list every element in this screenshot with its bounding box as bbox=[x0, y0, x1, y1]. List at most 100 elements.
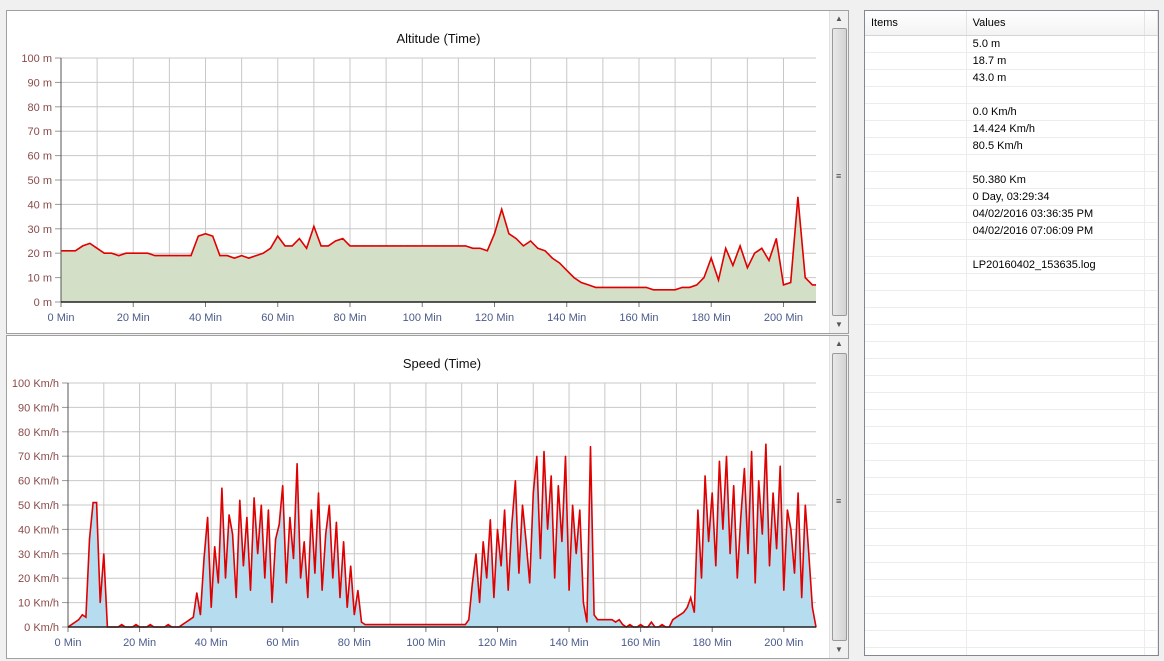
table-row[interactable]: 04/02/2016 07:06:09 PM bbox=[865, 223, 1158, 240]
table-row[interactable] bbox=[865, 342, 1158, 359]
data-point bbox=[468, 619, 470, 621]
table-row[interactable] bbox=[865, 631, 1158, 648]
table-row[interactable] bbox=[865, 376, 1158, 393]
item-cell bbox=[865, 189, 967, 205]
table-row[interactable] bbox=[865, 410, 1158, 427]
data-point bbox=[631, 286, 633, 288]
scroll-thumb[interactable]: ≡ bbox=[832, 28, 847, 316]
table-row[interactable]: 43.0 m bbox=[865, 70, 1158, 87]
data-point bbox=[551, 257, 553, 259]
data-point bbox=[518, 572, 520, 574]
x-tick-label: 200 Min bbox=[764, 312, 803, 324]
data-point bbox=[432, 623, 434, 626]
item-cell bbox=[865, 648, 967, 655]
data-point bbox=[529, 582, 531, 584]
chevron-up-icon[interactable]: ▲ bbox=[835, 339, 843, 348]
table-row[interactable] bbox=[865, 495, 1158, 512]
item-cell bbox=[865, 70, 967, 86]
table-row[interactable] bbox=[865, 478, 1158, 495]
table-row[interactable]: 04/02/2016 03:36:35 PM bbox=[865, 206, 1158, 223]
table-row[interactable] bbox=[865, 563, 1158, 580]
data-point bbox=[645, 286, 647, 288]
y-tick-label: 100 m bbox=[21, 53, 52, 65]
chevron-down-icon[interactable]: ▼ bbox=[835, 645, 843, 654]
table-row[interactable] bbox=[865, 614, 1158, 631]
table-row[interactable] bbox=[865, 648, 1158, 655]
data-point bbox=[181, 623, 184, 626]
table-row[interactable] bbox=[865, 461, 1158, 478]
data-point bbox=[725, 247, 727, 249]
table-row[interactable] bbox=[865, 291, 1158, 308]
table-row[interactable] bbox=[865, 444, 1158, 461]
data-point bbox=[572, 504, 574, 506]
extra-cell bbox=[1145, 53, 1158, 69]
data-point bbox=[199, 614, 202, 616]
data-point bbox=[175, 255, 178, 257]
y-tick-label: 50 Km/h bbox=[18, 500, 59, 512]
table-row[interactable] bbox=[865, 274, 1158, 291]
item-cell bbox=[865, 495, 967, 511]
data-point bbox=[508, 233, 510, 235]
table-row[interactable]: 50.380 Km bbox=[865, 172, 1158, 189]
table-row[interactable]: 5.0 m bbox=[865, 36, 1158, 53]
table-row[interactable] bbox=[865, 597, 1158, 614]
table-row[interactable]: 18.7 m bbox=[865, 53, 1158, 70]
data-point bbox=[99, 602, 101, 604]
data-point bbox=[722, 528, 724, 530]
value-cell: LP20160402_153635.log bbox=[967, 257, 1145, 273]
table-row[interactable] bbox=[865, 240, 1158, 257]
speed-scrollbar[interactable]: ▲ ≡ ▼ bbox=[829, 336, 848, 658]
value-cell bbox=[967, 529, 1145, 545]
table-row[interactable] bbox=[865, 512, 1158, 529]
data-point bbox=[696, 284, 698, 286]
data-point bbox=[92, 501, 94, 504]
table-row[interactable] bbox=[865, 308, 1158, 325]
data-point bbox=[382, 623, 384, 626]
data-point bbox=[320, 245, 322, 247]
data-point bbox=[536, 455, 538, 457]
table-row[interactable] bbox=[865, 546, 1158, 563]
extra-cell bbox=[1145, 597, 1158, 613]
chevron-up-icon[interactable]: ▲ bbox=[835, 14, 843, 23]
data-point bbox=[811, 606, 814, 609]
table-row[interactable] bbox=[865, 155, 1158, 172]
column-header-items[interactable]: Items bbox=[865, 11, 967, 35]
data-point bbox=[364, 623, 366, 626]
scroll-grip-icon: ≡ bbox=[836, 496, 842, 506]
table-row[interactable]: 14.424 Km/h bbox=[865, 121, 1158, 138]
data-point bbox=[403, 623, 406, 626]
table-row[interactable] bbox=[865, 427, 1158, 444]
data-point bbox=[808, 553, 810, 555]
data-point bbox=[457, 245, 459, 247]
altitude-scrollbar[interactable]: ▲ ≡ ▼ bbox=[829, 11, 848, 333]
table-row[interactable] bbox=[865, 580, 1158, 597]
scroll-thumb[interactable]: ≡ bbox=[832, 353, 847, 641]
table-row[interactable]: 0.0 Km/h bbox=[865, 104, 1158, 121]
chevron-down-icon[interactable]: ▼ bbox=[835, 320, 843, 329]
table-row[interactable] bbox=[865, 87, 1158, 104]
table-row[interactable]: LP20160402_153635.log bbox=[865, 257, 1158, 274]
chart-title: Altitude (Time) bbox=[396, 31, 480, 46]
table-row[interactable]: 0 Day, 03:29:34 bbox=[865, 189, 1158, 206]
x-tick-label: 100 Min bbox=[403, 312, 442, 324]
data-point bbox=[285, 582, 287, 584]
data-point bbox=[214, 545, 216, 548]
data-point bbox=[782, 284, 785, 286]
data-point bbox=[768, 565, 771, 567]
extra-cell bbox=[1145, 393, 1158, 409]
table-row[interactable]: 80.5 Km/h bbox=[865, 138, 1158, 155]
data-point bbox=[710, 257, 712, 259]
item-cell bbox=[865, 325, 967, 341]
table-row[interactable] bbox=[865, 529, 1158, 546]
y-tick-label: 60 Km/h bbox=[18, 476, 59, 488]
data-point bbox=[573, 277, 575, 279]
data-point bbox=[206, 516, 209, 518]
item-cell bbox=[865, 461, 967, 477]
table-row[interactable] bbox=[865, 359, 1158, 376]
data-point bbox=[226, 255, 228, 257]
table-row[interactable] bbox=[865, 393, 1158, 410]
table-row[interactable] bbox=[865, 325, 1158, 342]
column-header-values[interactable]: Values bbox=[967, 11, 1145, 35]
data-point bbox=[616, 286, 618, 288]
data-point bbox=[629, 623, 631, 626]
